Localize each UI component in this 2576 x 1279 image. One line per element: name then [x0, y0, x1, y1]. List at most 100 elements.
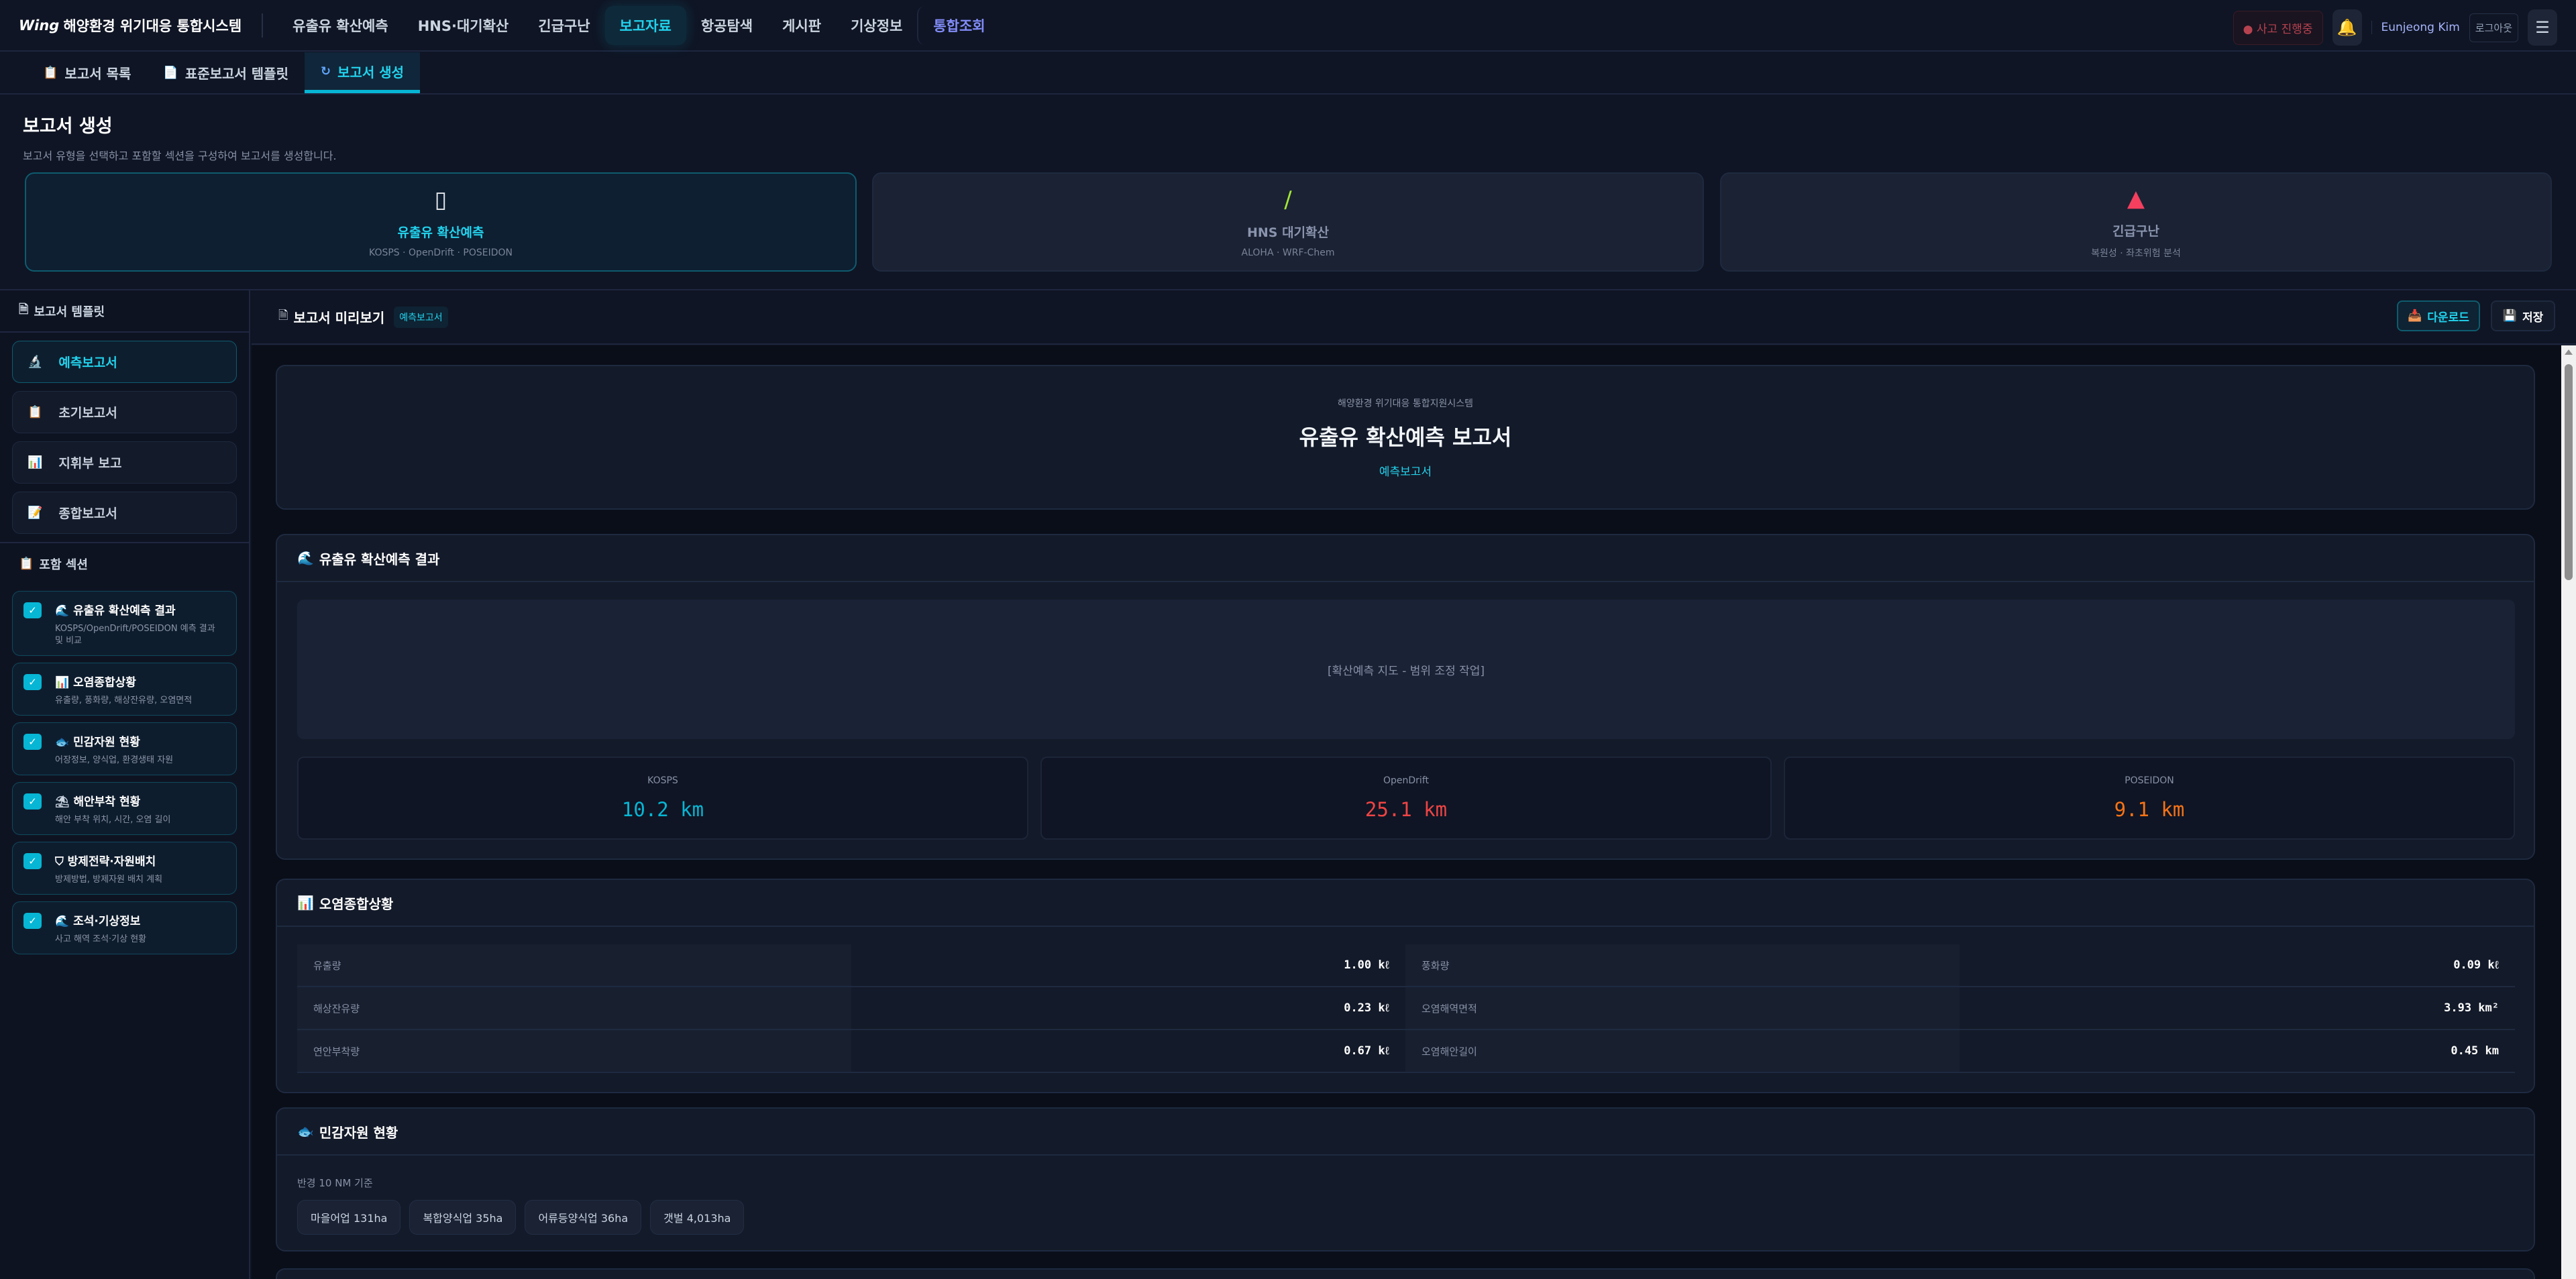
bar-chart-icon: 📊 [297, 895, 314, 911]
microscope-icon: 🔬 [28, 355, 43, 369]
table-value: 0.23 kℓ [851, 987, 1405, 1030]
template-command[interactable]: 📊 지휘부 보고 [12, 441, 237, 484]
nav-oil-spill[interactable]: 유출유 확산예측 [292, 17, 388, 34]
template-initial[interactable]: 📋 초기보고서 [12, 391, 237, 433]
section-title: 해안부착 현황 [73, 795, 141, 809]
report-cover: 해양환경 위기대응 통합지원시스템 유출유 확산예측 보고서 예측보고서 [276, 365, 2535, 510]
section-title: 유출유 확산예측 결과 [73, 604, 176, 618]
table-label: 풍화량 [1405, 944, 1960, 987]
page-header: 보고서 생성 보고서 유형을 선택하고 포함할 섹션을 구성하여 보고서를 생성… [23, 111, 337, 163]
table-value: 3.93 km² [1960, 987, 2515, 1030]
template-badge: 예측보고서 [394, 306, 448, 328]
template-label: 종합보고서 [58, 506, 117, 521]
tab-label: 표준보고서 템플릿 [184, 66, 288, 82]
section-desc: KOSPS/OpenDrift/POSEIDON 예측 결과 및 비교 [55, 624, 215, 646]
beach-icon: ⛱ [55, 795, 70, 809]
nav-board[interactable]: 게시판 [782, 17, 822, 34]
table-label: 오염해안길이 [1405, 1030, 1960, 1073]
table-label: 오염해역면적 [1405, 987, 1960, 1030]
report-type-name: HNS 대기확산 [1246, 225, 1330, 240]
tab-standard-template[interactable]: 📄 표준보고서 템플릿 [147, 52, 305, 93]
scroll-up-icon[interactable] [2565, 349, 2573, 355]
checkbox[interactable]: ✓ [23, 793, 42, 810]
template-forecast[interactable]: 🔬 예측보고서 [12, 341, 237, 383]
bar-chart-icon: 📊 [28, 455, 43, 469]
section-next [276, 1268, 2535, 1279]
nav-weather[interactable]: 기상정보 [851, 17, 903, 34]
section-desc: 해안 부착 위치, 시간, 오염 길이 [55, 815, 171, 825]
clipboard-icon: 📋 [43, 66, 58, 80]
report-type-oil-spill[interactable]: ▯ 유출유 확산예측 KOSPS · OpenDrift · POSEIDON [25, 172, 857, 272]
section-item[interactable]: ✓ 🌊 유출유 확산예측 결과 KOSPS/OpenDrift/POSEIDON 예… [12, 591, 237, 656]
template-comprehensive[interactable]: 📝 종합보고서 [12, 492, 237, 534]
tab-report-create[interactable]: ↻ 보고서 생성 [304, 52, 421, 93]
section-desc: 어장정보, 양식업, 환경생태 자원 [55, 755, 174, 765]
sub-tabs: 📋 보고서 목록 📄 표준보고서 템플릿 ↻ 보고서 생성 [0, 52, 2576, 95]
section-desc: 유출량, 풍화량, 해상잔유량, 오염면적 [55, 696, 193, 706]
section-title: 오염종합상황 [319, 895, 394, 912]
section-header: 🌊 유출유 확산예측 결과 [277, 535, 2534, 582]
checkbox[interactable]: ✓ [23, 674, 42, 690]
section-item[interactable]: ✓ ⛉ 방제전략·자원배치 방제방법, 방제자원 배치 계획 [12, 842, 237, 895]
oil-drum-icon: ▯ [434, 186, 447, 213]
document-icon: 📝 [28, 506, 43, 520]
floppy-disk-icon: 💾 [2502, 309, 2517, 323]
nav-rescue[interactable]: 긴급구난 [538, 17, 590, 34]
resource-chips: 마을어업 131ha 복합양식업 35ha 어류등양식업 36ha 갯벌 4,0… [297, 1200, 745, 1235]
download-label: 다운로드 [2427, 311, 2469, 325]
wave-icon: 🌊 [297, 550, 314, 566]
app-logo[interactable]: Wing 해양환경 위기대응 통합시스템 [19, 13, 264, 38]
nav-aerial[interactable]: 항공탐색 [700, 17, 753, 34]
download-icon: 📥 [2408, 309, 2422, 323]
user-name: Eunjeong Kim [2371, 21, 2460, 34]
resource-chip: 마을어업 131ha [297, 1200, 401, 1235]
scrollbar-thumb[interactable] [2565, 364, 2573, 580]
clipboard-icon: 📋 [19, 557, 34, 571]
tab-report-list[interactable]: 📋 보고서 목록 [27, 52, 147, 93]
report-preview-area: 해양환경 위기대응 통합지원시스템 유출유 확산예측 보고서 예측보고서 🌊 유출… [252, 345, 2561, 1279]
scrollbar[interactable] [2561, 345, 2576, 1279]
checkbox[interactable]: ✓ [23, 602, 42, 618]
model-name: KOSPS [647, 775, 678, 786]
checkbox[interactable]: ✓ [23, 734, 42, 750]
document-icon: 🗎 [19, 302, 29, 317]
report-type-name: 유출유 확산예측 [397, 225, 484, 240]
download-button[interactable]: 📥 다운로드 [2397, 300, 2480, 331]
checkbox[interactable]: ✓ [23, 853, 42, 869]
nav-reports[interactable]: 보고자료 [604, 5, 686, 45]
model-name: OpenDrift [1383, 775, 1429, 786]
section-header: 📊 오염종합상황 [277, 880, 2534, 927]
bar-chart-icon: 📊 [55, 676, 70, 689]
hamburger-menu-icon[interactable]: ☰ [2528, 9, 2557, 46]
cover-type: 예측보고서 [1379, 465, 1432, 479]
template-label: 지휘부 보고 [58, 456, 122, 471]
document-icon: 🗎 [278, 308, 288, 323]
incident-status-button[interactable]: ● 사고 진행중 [2233, 10, 2323, 45]
logout-button[interactable]: 로그아웃 [2469, 13, 2518, 42]
model-card-poseidon: POSEIDON 9.1 km [1784, 757, 2515, 840]
model-value: 10.2 km [621, 798, 704, 821]
section-title: 민감자원 현황 [73, 736, 140, 749]
section-title: 오염종합상황 [73, 676, 136, 689]
clipboard-icon: 📋 [28, 405, 43, 419]
report-type-rescue[interactable]: ▲ 긴급구난 복원성 · 좌초위험 분석 [1720, 172, 2552, 272]
sidebar: 🗎 보고서 템플릿 🔬 예측보고서 📋 초기보고서 📊 지휘부 보고 📝 종합보고서 📋 포… [0, 290, 250, 1279]
report-type-hns[interactable]: ∕ HNS 대기확산 ALOHA · WRF-Chem [872, 172, 1704, 272]
divider [0, 289, 2576, 290]
nav-integrated[interactable]: 통합조회 [917, 5, 1000, 45]
fish-icon: 🐟 [55, 736, 70, 749]
model-value: 9.1 km [2114, 798, 2185, 821]
sections-header: 📋 포함 섹션 [0, 542, 249, 584]
save-button[interactable]: 💾 저장 [2491, 300, 2555, 331]
fish-icon: 🐟 [297, 1123, 314, 1139]
section-item[interactable]: ✓ 🌊 조석·기상정보 사고 해역 조석·기상 현황 [12, 901, 237, 954]
checkbox[interactable]: ✓ [23, 913, 42, 929]
section-header: 🐟 민감자원 현황 [277, 1109, 2534, 1156]
nav-hns[interactable]: HNS·대기확산 [417, 17, 509, 34]
bell-icon[interactable]: 🔔 [2332, 9, 2362, 46]
pollution-table: 유출량 1.00 kℓ 풍화량 0.09 kℓ 해상잔유량 0.23 kℓ 오염… [297, 944, 2515, 1073]
model-name: POSEIDON [2125, 775, 2174, 786]
